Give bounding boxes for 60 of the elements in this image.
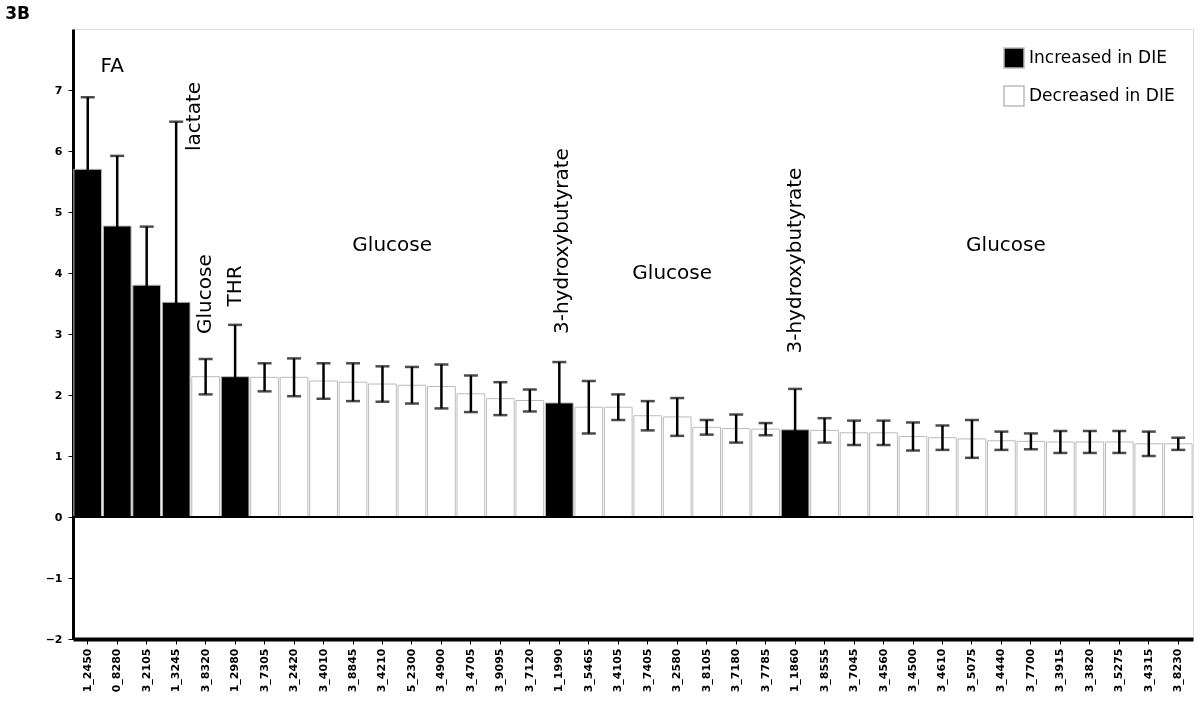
annotation: lactate [180,81,205,151]
x-tick-label: 3_8320 [198,648,212,693]
x-tick-label: 1_1860 [788,648,802,693]
x-tick-label: 3_2420 [287,648,301,693]
x-tick-label: 3_4315 [1141,648,1155,693]
x-tick-label: 3_7700 [1023,648,1037,693]
x-tick-label: 1_2980 [228,648,242,693]
x-tick-label: 3_7120 [522,648,536,693]
annotation: Glucose [632,259,713,284]
annotation: Glucose [352,231,433,256]
x-tick-label: 3_4105 [611,648,625,693]
annotation: 3-hydroxybutyrate [549,148,574,334]
y-tick-label: 5 [54,205,63,219]
x-tick-label: 3_3820 [1082,648,1096,693]
annotation: 3-hydroxybutyrate [782,167,807,354]
x-tick-label: 1_3245 [169,648,183,693]
x-tick-label: 3_5465 [581,648,595,693]
x-tick-label: 3_4440 [994,648,1008,693]
annotation: Glucose [192,254,217,334]
x-tick-label: 5_2300 [404,648,418,693]
x-tick-label: 3_5275 [1112,648,1126,693]
x-tick-label: 3_7785 [758,648,772,693]
x-tick-label: 1_1990 [552,648,566,693]
y-tick-label: −2 [45,632,63,646]
x-tick-label: 3_2105 [139,648,153,693]
x-tick-label: 3_2580 [670,648,684,693]
x-tick-label: 3_4500 [906,648,919,693]
x-tick-label: 3_8845 [346,648,359,693]
x-tick-label: 3_8555 [817,648,831,693]
x-tick-label: 3_9095 [493,648,507,693]
y-tick-label: 3 [54,327,63,341]
x-tick-label: 1_2450 [80,648,94,693]
y-tick-label: 1 [54,449,63,463]
legend-label: Decreased in DIE [1029,85,1175,105]
legend-label: Increased in DIE [1029,47,1167,67]
x-tick-label: 3_4210 [375,648,389,693]
y-tick-label: 0 [54,510,63,524]
x-tick-label: 3_7305 [257,648,271,693]
x-tick-label: 3_4010 [316,648,330,693]
x-tick-label: 3_3915 [1053,648,1067,693]
annotation: FA [100,52,125,77]
annotation: Glucose [966,231,1046,256]
x-tick-label: 0_8280 [110,648,124,693]
x-tick-label: 3_5075 [964,648,978,693]
y-tick-label: −1 [45,571,63,585]
x-tick-label: 3_7045 [847,648,861,693]
y-tick-label: 4 [54,266,63,280]
chart-title: 3B [5,3,30,23]
y-tick-label: 2 [54,388,63,402]
x-tick-label: 3_7180 [729,648,743,693]
x-tick-label: 3_7405 [640,648,654,693]
annotation: THR [222,265,247,308]
y-tick-label: 6 [54,144,63,158]
x-tick-label: 3_8105 [699,648,713,693]
x-tick-label: 3_4610 [935,648,949,693]
x-tick-label: 3_4900 [434,648,448,693]
x-tick-label: 3_4560 [876,648,890,693]
x-tick-label: 3_4705 [463,648,477,693]
x-tick-label: 3_8230 [1171,648,1185,693]
y-tick-label: 7 [54,83,63,97]
